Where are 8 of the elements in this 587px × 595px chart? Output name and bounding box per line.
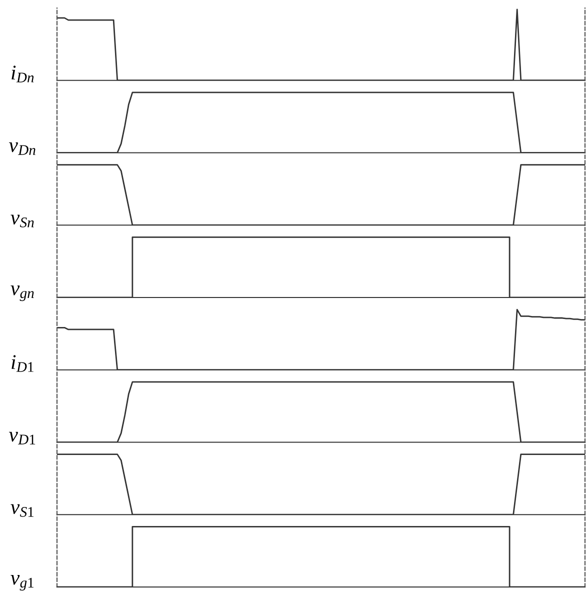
y-axis-title: v$_{D1}$ <box>9 432 36 444</box>
y-axis-title: v$_{Sn}$ <box>10 214 34 228</box>
y-axis-title: v$_{gn}$ <box>10 286 34 302</box>
y-axis-title: v$_{Dn}$ <box>9 142 36 155</box>
y-axis-title: i$_{Dn}$ <box>12 66 34 82</box>
y-axis-title: v$_{S1}$ <box>10 504 34 517</box>
y-axis-title: v$_{g1}$ <box>10 575 34 591</box>
y-axis-title: i$_{D1}$ <box>12 355 34 372</box>
